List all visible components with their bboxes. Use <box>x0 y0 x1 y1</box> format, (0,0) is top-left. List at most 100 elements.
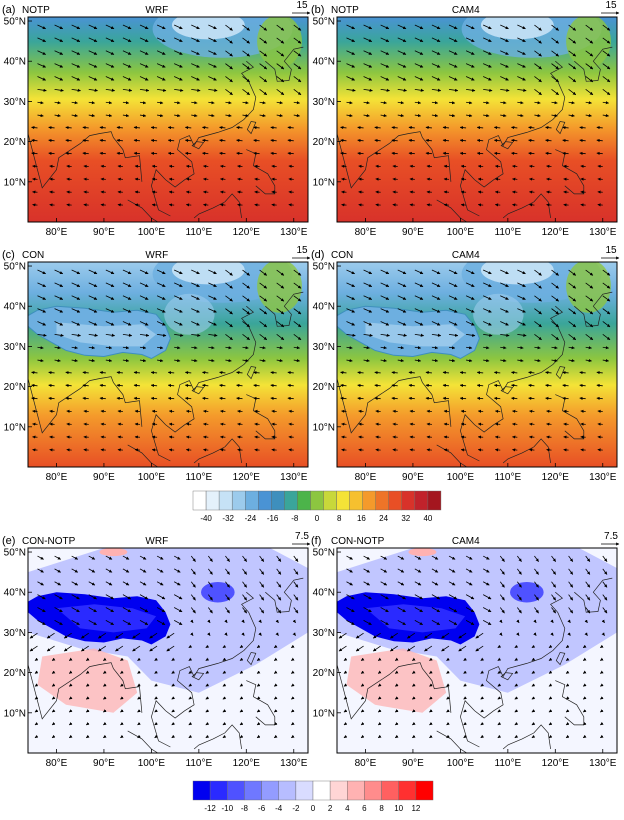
colorbar-label: -12 <box>204 804 216 813</box>
lon-tick-label: 120°E <box>542 227 570 238</box>
reference-vector-value: 7.5 <box>295 531 309 542</box>
colorbar-swatch <box>415 491 428 510</box>
lat-tick-label: 20°N <box>4 382 26 393</box>
colorbar-swatch <box>219 491 232 510</box>
lat-tick-label: 30°N <box>313 342 335 353</box>
colorbar-swatch <box>428 491 441 510</box>
panel-case-label: CON <box>331 250 353 261</box>
colorbar-label: 0 <box>311 804 316 813</box>
lat-tick-label: 20°N <box>4 137 26 148</box>
lat-tick-label: 30°N <box>313 97 335 108</box>
shaded-field <box>332 548 617 753</box>
colorbar-swatch <box>279 781 296 800</box>
lon-tick-label: 110°E <box>186 227 213 238</box>
colorbar-swatch <box>389 491 402 510</box>
colorbar-swatch <box>232 491 245 510</box>
colorbar-label: 2 <box>328 804 333 813</box>
shaded-field <box>28 0 308 222</box>
colorbar-label: -2 <box>292 804 300 813</box>
lon-tick-label: 100°E <box>447 227 475 238</box>
shaded-field <box>23 548 308 753</box>
panel-label: (a) <box>2 4 15 16</box>
lon-tick-label: 100°E <box>138 227 166 238</box>
lat-tick-label: 20°N <box>313 137 335 148</box>
lat-tick-label: 10°N <box>313 708 335 719</box>
colorbar-label: -24 <box>245 514 257 523</box>
colorbar-swatch <box>296 781 313 800</box>
panel-case-label: CON <box>22 250 44 261</box>
colorbar-swatch <box>364 781 381 800</box>
colorbar-swatch <box>258 491 271 510</box>
colorbar-label: -6 <box>258 804 266 813</box>
lon-tick-label: 100°E <box>447 758 475 769</box>
lat-tick-label: 10°N <box>313 422 335 433</box>
lon-tick-label: 130°E <box>280 472 308 483</box>
shaded-field <box>337 0 617 222</box>
lon-tick-label: 120°E <box>233 227 261 238</box>
colorbar-swatch <box>350 491 363 510</box>
lon-tick-label: 120°E <box>542 758 570 769</box>
lat-tick-label: 20°N <box>313 668 335 679</box>
reference-vector-value: 15 <box>296 245 308 256</box>
colorbar-label: 24 <box>379 514 388 523</box>
colorbar-swatch <box>382 781 399 800</box>
colorbar-swatch <box>193 491 206 510</box>
shaded-field <box>332 245 617 467</box>
colorbar-swatch <box>297 491 310 510</box>
lon-tick-label: 90°E <box>93 758 115 769</box>
colorbar-label: 16 <box>357 514 366 523</box>
lon-tick-label: 130°E <box>280 227 308 238</box>
colorbar-swatch <box>311 491 324 510</box>
panel-case-label: NOTP <box>331 5 359 16</box>
lat-tick-label: 20°N <box>313 382 335 393</box>
colorbar-label: 8 <box>379 804 384 813</box>
panel-case-label: NOTP <box>22 5 50 16</box>
lat-tick-label: 40°N <box>4 302 26 313</box>
lon-tick-label: 80°E <box>46 227 68 238</box>
colorbar-label: 8 <box>337 514 342 523</box>
lon-tick-label: 90°E <box>402 472 424 483</box>
lon-tick-label: 110°E <box>495 227 522 238</box>
panel-label: (e) <box>2 535 15 547</box>
colorbar-swatch <box>193 781 210 800</box>
lat-tick-label: 10°N <box>4 422 26 433</box>
panel-model-label: WRF <box>145 5 168 16</box>
panel-case-label: CON-NOTP <box>331 536 385 547</box>
reference-vector-value: 15 <box>605 245 617 256</box>
colorbar-swatch <box>337 491 350 510</box>
lon-tick-label: 130°E <box>280 758 308 769</box>
reference-vector-value: 15 <box>296 0 308 11</box>
panels-layer: 50°N 40°N 30°N 20°N 10°N 80°E 90°E 100°E 110°E 12… <box>2 0 619 769</box>
lat-tick-label: 50°N <box>313 262 335 273</box>
colorbar-swatch <box>206 491 219 510</box>
colorbar-swatch <box>402 491 415 510</box>
panel-label: (f) <box>311 535 321 547</box>
colorbar-swatch <box>376 491 389 510</box>
lon-tick-label: 100°E <box>138 758 166 769</box>
lon-tick-label: 130°E <box>589 227 617 238</box>
colorbar-swatch <box>244 781 261 800</box>
panel-model-label: WRF <box>145 536 168 547</box>
lon-tick-label: 90°E <box>93 227 115 238</box>
lat-tick-label: 30°N <box>4 342 26 353</box>
lat-tick-label: 50°N <box>4 548 26 559</box>
panel-label: (b) <box>311 4 324 16</box>
lat-tick-label: 40°N <box>313 588 335 599</box>
colorbar-label: -40 <box>200 514 212 523</box>
colorbar-swatch <box>262 781 279 800</box>
lon-tick-label: 120°E <box>233 472 261 483</box>
lat-tick-label: 30°N <box>4 97 26 108</box>
lat-tick-label: 40°N <box>313 302 335 313</box>
lon-tick-label: 100°E <box>138 472 166 483</box>
panel-model-label: CAM4 <box>452 536 480 547</box>
colorbar-label: -16 <box>267 514 279 523</box>
colorbar-label: 40 <box>423 514 432 523</box>
lat-tick-label: 30°N <box>313 628 335 639</box>
